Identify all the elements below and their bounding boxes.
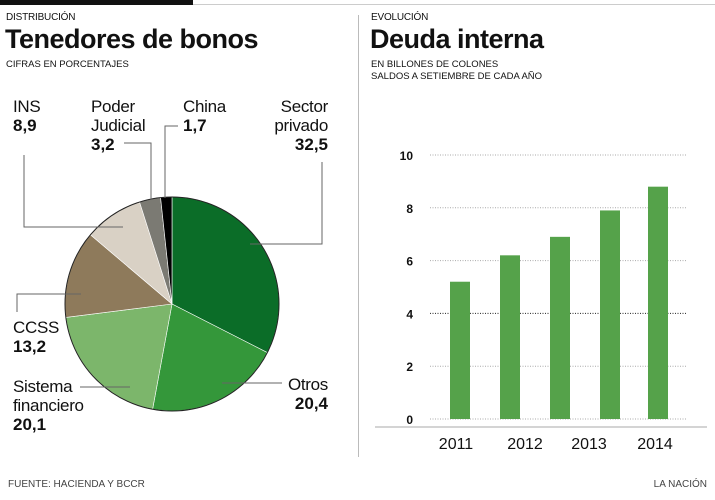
pie-label-ccss: CCSS 13,2 xyxy=(13,318,59,356)
label-name: Sistema xyxy=(13,377,73,396)
bar-chart: 0 2 4 6 8 10 2011 2012 2013 2014 xyxy=(375,149,707,453)
label-value: 32,5 xyxy=(294,135,328,154)
pie-title: Tenedores de bonos xyxy=(5,24,259,54)
y-tick-label: 2 xyxy=(406,360,413,374)
label-name: China xyxy=(183,97,226,116)
top-rule xyxy=(193,4,715,5)
source-note: FUENTE: HACIENDA Y BCCR xyxy=(8,479,145,490)
x-tick-label: 2012 xyxy=(507,436,543,453)
label-name: INS xyxy=(13,97,41,116)
panel-divider xyxy=(358,15,359,457)
pie-label-sector-privado: Sector privado 32,5 xyxy=(274,97,328,154)
bar xyxy=(648,186,668,419)
x-tick-label: 2013 xyxy=(571,436,607,453)
pie-label-poder-judicial: Poder Judicial 3,2 xyxy=(91,97,146,154)
y-tick-label: 0 xyxy=(406,413,413,427)
pie-kicker: DISTRIBUCIÓN xyxy=(6,12,76,23)
leader-line-china xyxy=(164,125,178,198)
label-name: Sector xyxy=(280,97,329,116)
bar-subtitle-1: EN BILLONES DE COLONES xyxy=(371,59,499,70)
pie-subtitle: CIFRAS EN PORCENTAJES xyxy=(6,59,129,70)
leader-lines xyxy=(16,125,323,388)
pie-label-china: China 1,7 xyxy=(183,97,226,135)
bar-title: Deuda interna xyxy=(370,24,544,54)
leader-line-ins xyxy=(23,155,123,228)
x-tick-label: 2014 xyxy=(637,436,673,453)
bar xyxy=(500,255,520,419)
label-value: 8,9 xyxy=(13,116,37,135)
bar-kicker: EVOLUCIÓN xyxy=(371,12,429,23)
leader-line-ccss xyxy=(16,293,81,312)
y-tick-label: 6 xyxy=(406,255,413,269)
pie-label-ins: INS 8,9 xyxy=(13,97,41,135)
bar xyxy=(550,236,570,419)
label-name: Otros xyxy=(287,375,328,394)
label-value: 20,4 xyxy=(294,394,328,413)
label-name-2: Judicial xyxy=(91,116,146,135)
top-rule-accent xyxy=(0,0,193,5)
label-name: Poder xyxy=(91,97,135,116)
bar xyxy=(450,281,470,419)
credit: LA NACIÓN xyxy=(653,479,707,490)
leader-line-poder-judicial xyxy=(124,142,152,200)
leader-line-sector-privado xyxy=(250,162,323,245)
label-value: 3,2 xyxy=(91,135,115,154)
label-name: CCSS xyxy=(13,318,60,337)
pie-outline xyxy=(64,196,280,412)
label-name-2: privado xyxy=(274,116,328,135)
label-value: 1,7 xyxy=(183,116,207,135)
y-tick-label: 8 xyxy=(406,202,413,216)
label-value: 13,2 xyxy=(13,337,47,356)
bar-subtitle-2: SALDOS A SETIEMBRE DE CADA AÑO xyxy=(371,71,543,82)
pie-label-otros: Otros 20,4 xyxy=(288,375,328,413)
pie-chart xyxy=(64,196,280,412)
y-tick-label: 10 xyxy=(400,149,414,163)
label-name-2: financiero xyxy=(13,396,84,415)
bar xyxy=(600,210,620,419)
label-value: 20,1 xyxy=(13,415,47,434)
x-tick-label: 2011 xyxy=(439,436,474,453)
y-tick-label: 4 xyxy=(406,307,413,321)
pie-label-sistema-financiero: Sistema financiero 20,1 xyxy=(13,377,84,434)
